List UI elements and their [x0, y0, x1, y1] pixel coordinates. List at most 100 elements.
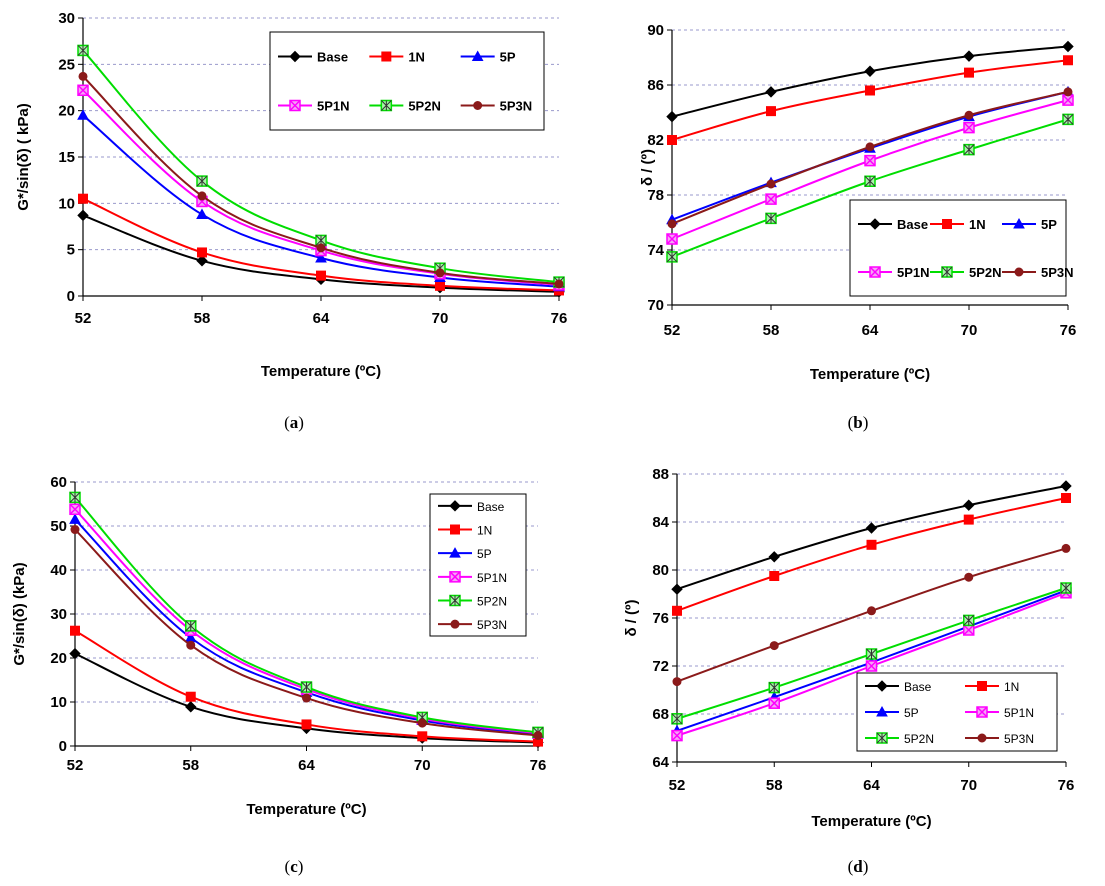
point-b-5P2N-1 [765, 212, 777, 225]
point-c-5P-0 [69, 513, 81, 524]
point-d-5P3N-3 [964, 572, 974, 582]
point-b-5P1N-4 [1062, 94, 1074, 106]
point-d-1N-4 [1061, 493, 1071, 503]
ytick-label-b-4: 86 [647, 77, 664, 94]
point-a-1N-0 [78, 193, 88, 204]
point-d-5P2N-1 [768, 681, 780, 694]
point-d-5P1N-3 [963, 624, 975, 636]
xtick-label-a-0: 52 [75, 310, 92, 327]
legend-label-c-1N: 1N [477, 524, 492, 538]
point-c-1N-3 [417, 731, 428, 742]
series-line-a-5P3N [82, 75, 560, 285]
point-a-Base-0 [77, 209, 89, 222]
point-c-Base-1 [185, 701, 197, 713]
point-b-5P2N-2 [864, 175, 876, 187]
xlabel-c: Temperature (ºC) [246, 801, 366, 818]
point-b-1N-0 [667, 135, 677, 145]
point-a-1N-3 [435, 280, 445, 291]
ytick-label-b-3: 82 [647, 132, 664, 149]
point-d-Base-4 [1060, 480, 1072, 492]
legend-label-d-5P: 5P [904, 706, 919, 720]
point-c-5P1N-0 [69, 503, 81, 516]
series-line-c-5P3N [74, 528, 539, 737]
chart-b: 70 74 78 82 86 90 52 58 64 70 76 Temperature (ºC) δ … [639, 22, 1076, 383]
point-d-5P2N-3 [963, 614, 975, 627]
point-a-5P3N-0 [78, 71, 88, 81]
point-a-5P-0 [77, 109, 89, 120]
legend-marker-b-5P [1013, 217, 1025, 229]
legend-label-a-1N: 1N [408, 50, 425, 65]
ylabel-c: G*/sin(δ) (kPa) [11, 562, 28, 665]
ytick-label-a-5: 25 [58, 56, 75, 73]
xtick-label-b-3: 70 [961, 322, 978, 339]
point-b-5P3N-4 [1063, 87, 1073, 97]
point-a-5P3N-4 [554, 279, 564, 289]
legend-marker-d-5P2N [876, 732, 888, 744]
legend-marker-b-5P2N [941, 266, 953, 278]
ytick-label-c-2: 20 [50, 650, 67, 667]
point-b-5P2N-0 [666, 251, 678, 263]
xtick-label-d-0: 52 [669, 777, 686, 794]
ylabel-b: δ / (º) [639, 149, 656, 186]
xtick-label-c-2: 64 [298, 757, 315, 774]
ytick-label-a-6: 30 [58, 10, 75, 27]
xtick-label-a-4: 76 [551, 310, 568, 327]
legend-label-b-5P1N: 5P1N [897, 265, 930, 280]
legend-marker-d-Base [876, 680, 888, 692]
ytick-label-b-0: 70 [647, 297, 664, 314]
legend-marker-c-Base [449, 500, 461, 512]
point-d-5P3N-0 [672, 677, 682, 687]
point-b-5P1N-1 [765, 193, 777, 205]
point-b-5P3N-0 [667, 219, 677, 229]
caption-d: (d) [848, 857, 869, 876]
xtick-label-b-2: 64 [862, 322, 879, 339]
point-c-5P2N-2 [300, 681, 313, 693]
ytick-label-d-5: 84 [652, 514, 669, 531]
caption-c: (c) [285, 857, 304, 876]
xtick-label-d-1: 58 [766, 777, 783, 794]
legend-box-c [429, 493, 527, 637]
point-b-Base-4 [1062, 40, 1074, 53]
caption-d-letter: d [853, 857, 863, 876]
xtick-label-b-1: 58 [763, 322, 780, 339]
ytick-label-c-0: 0 [59, 738, 67, 755]
point-b-5P1N-2 [864, 154, 876, 167]
point-d-1N-1 [769, 571, 780, 581]
chart-a: 0 5 10 15 20 25 30 52 58 64 70 76 Temperature (ºC) G*… [15, 10, 567, 380]
point-d-5P2N-2 [865, 648, 878, 660]
ytick-label-d-3: 76 [652, 610, 669, 627]
legend-label-a-5P: 5P [500, 50, 516, 65]
legend-box-b [849, 199, 1067, 297]
series-line-a-5P [82, 114, 560, 288]
point-a-5P1N-0 [77, 84, 89, 97]
point-b-5P3N-1 [766, 179, 776, 189]
caption-c-letter: c [290, 857, 298, 876]
point-c-5P3N-2 [302, 693, 311, 703]
xlabel-a: Temperature (ºC) [261, 363, 381, 380]
legend-marker-d-1N [977, 681, 987, 691]
legend-label-b-5P3N: 5P3N [1041, 265, 1074, 280]
ytick-label-a-4: 20 [58, 103, 75, 120]
point-c-5P3N-1 [186, 640, 196, 650]
xtick-label-a-3: 70 [432, 310, 449, 327]
point-b-5P2N-4 [1062, 113, 1074, 126]
point-c-5P3N-4 [533, 730, 543, 740]
point-c-1N-0 [70, 625, 80, 636]
point-a-1N-2 [316, 270, 326, 281]
series-line-d-1N [676, 497, 1067, 612]
point-c-5P2N-0 [69, 491, 81, 504]
legend-marker-a-5P3N [473, 101, 483, 110]
point-b-1N-4 [1063, 55, 1073, 66]
point-a-5P3N-1 [197, 191, 207, 201]
point-b-Base-0 [666, 110, 678, 123]
ytick-label-c-4: 40 [50, 562, 67, 579]
legend-label-a-5P1N: 5P1N [317, 99, 350, 114]
legend-marker-a-Base [289, 50, 301, 63]
point-d-5P3N-1 [769, 641, 779, 651]
ytick-label-b-1: 74 [647, 242, 664, 259]
point-d-5P3N-4 [1061, 543, 1071, 553]
legend-label-b-5P2N: 5P2N [969, 265, 1002, 280]
legend-label-c-5P: 5P [477, 547, 492, 561]
point-a-5P2N-1 [196, 175, 208, 187]
legend-marker-a-5P1N [289, 99, 301, 112]
